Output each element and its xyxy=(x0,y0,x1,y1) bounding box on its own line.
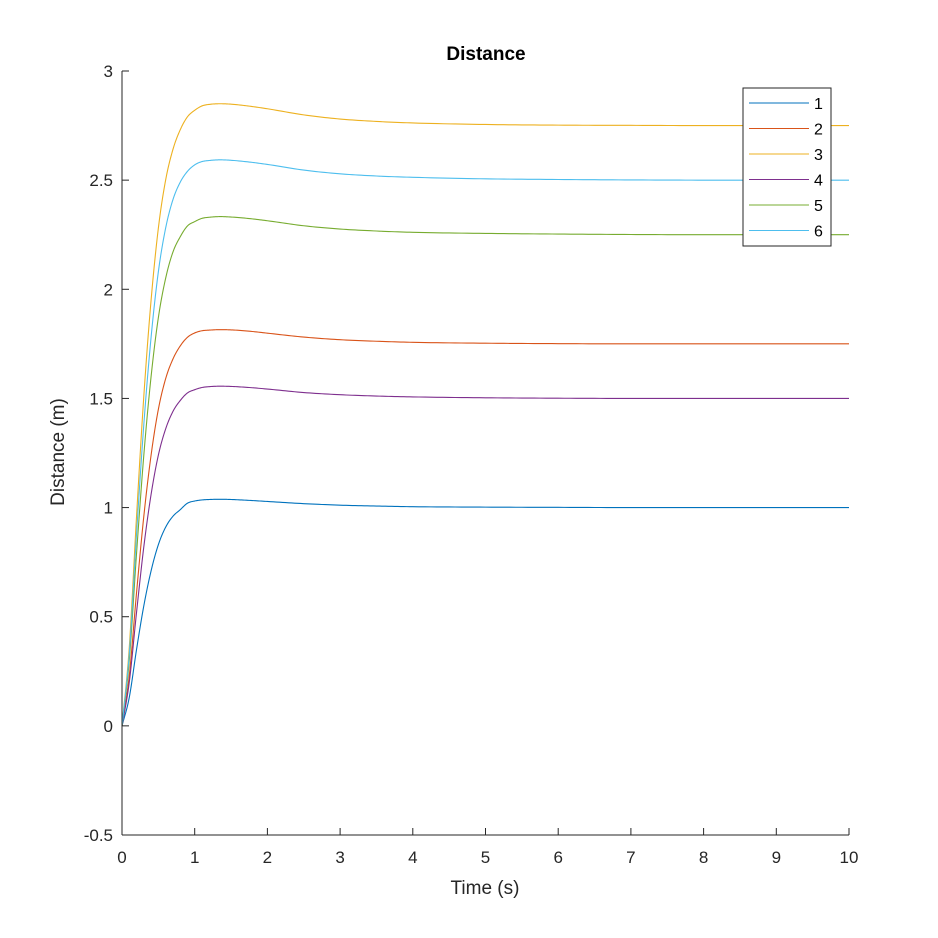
series-line-5 xyxy=(121,216,849,726)
legend-label-5: 5 xyxy=(814,198,823,215)
x-tick-label: 6 xyxy=(553,848,562,867)
y-axis-title: Distance (m) xyxy=(48,398,69,506)
plot-lines xyxy=(121,103,849,727)
y-tick-label: 3 xyxy=(104,62,113,81)
legend: 1 2 3 4 5 6 xyxy=(742,87,832,247)
legend-label-3: 3 xyxy=(814,147,823,164)
x-tick-label: 4 xyxy=(408,848,417,867)
series-line-6 xyxy=(121,159,849,726)
series-line-2 xyxy=(121,329,849,726)
legend-label-4: 4 xyxy=(814,173,823,190)
y-tick-label: 1 xyxy=(104,499,113,518)
x-tick-label: 1 xyxy=(190,848,199,867)
x-tick-label: 2 xyxy=(263,848,272,867)
x-tick-label: 9 xyxy=(772,848,781,867)
series-line-1 xyxy=(121,498,849,727)
legend-label-6: 6 xyxy=(814,224,823,241)
x-tick-label: 10 xyxy=(840,848,859,867)
series-line-4 xyxy=(121,385,849,726)
axes: 0 1 2 3 4 5 6 7 8 9 10-0.500.511.522.53 xyxy=(84,62,859,867)
y-tick-label: 2 xyxy=(104,280,113,299)
x-tick-label: 3 xyxy=(335,848,344,867)
x-tick-label: 8 xyxy=(699,848,708,867)
x-axis-title: Time (s) xyxy=(451,878,520,899)
legend-label-2: 2 xyxy=(814,122,823,139)
legend-label-1: 1 xyxy=(814,96,823,113)
y-tick-label: 0 xyxy=(104,717,113,736)
chart-title: Distance xyxy=(446,44,525,65)
y-tick-label: -0.5 xyxy=(84,826,113,845)
y-tick-label: 2.5 xyxy=(89,171,113,190)
y-tick-label: 1.5 xyxy=(89,389,113,408)
x-tick-label: 5 xyxy=(481,848,490,867)
series-line-3 xyxy=(121,103,849,726)
y-tick-label: 0.5 xyxy=(89,608,113,627)
x-tick-label: 7 xyxy=(626,848,635,867)
legend-box xyxy=(742,87,832,247)
x-tick-label: 0 xyxy=(117,848,126,867)
